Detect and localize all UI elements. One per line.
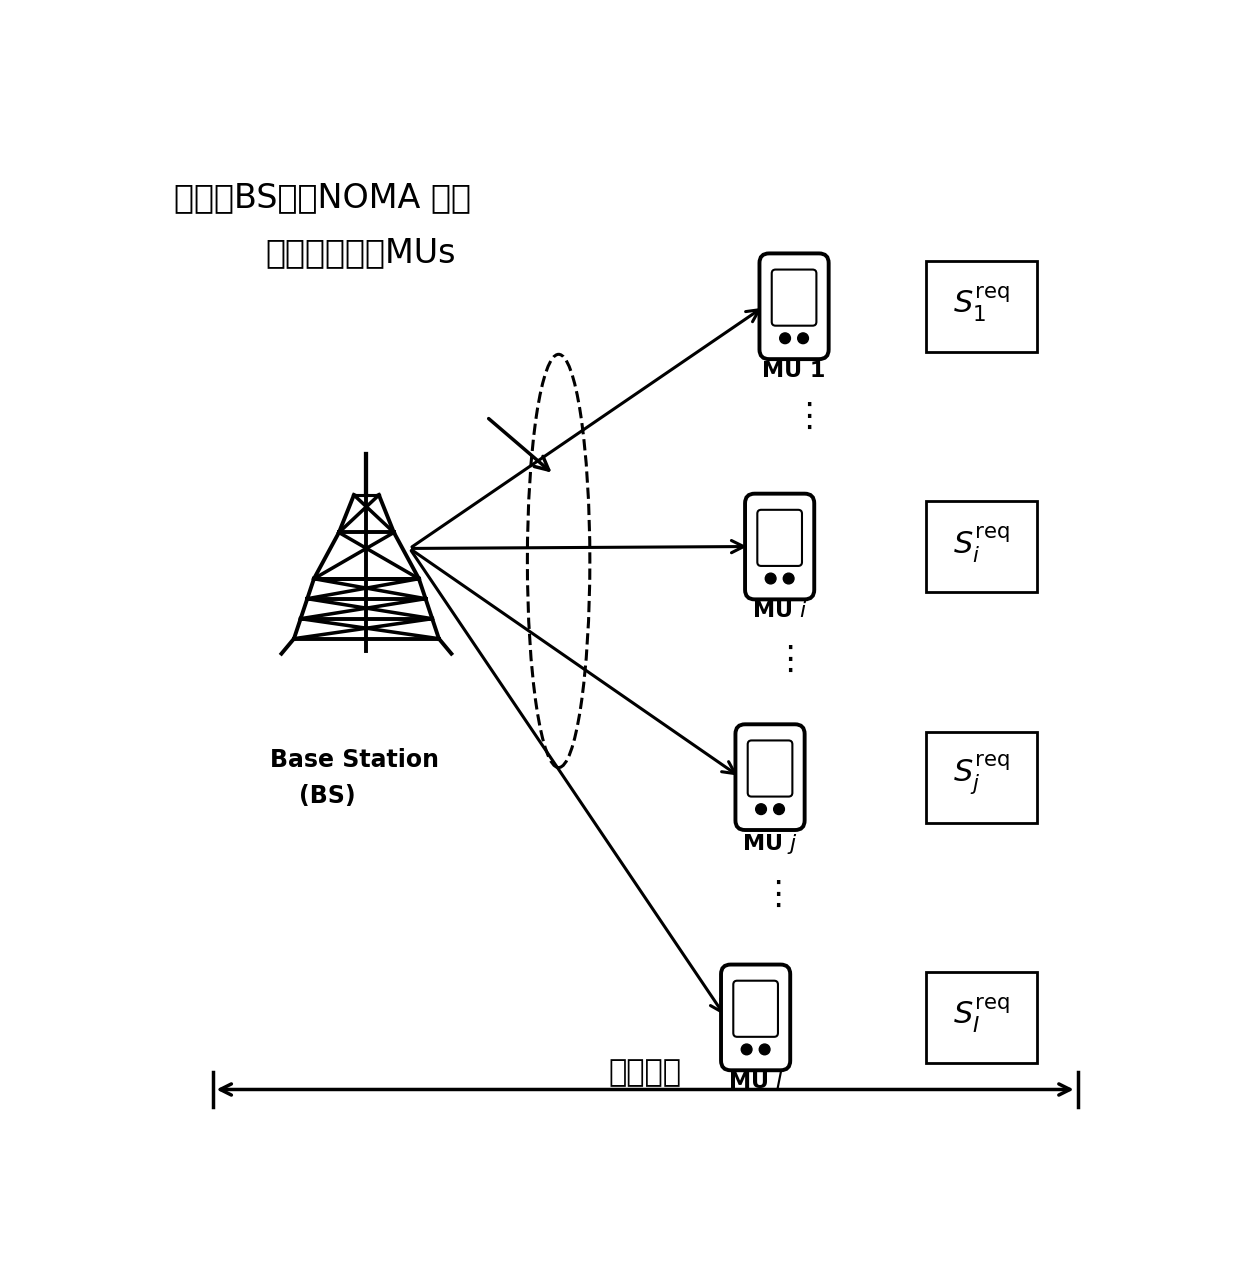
Circle shape [797,333,808,344]
Bar [926,731,1037,822]
Text: 发送数据量到MUs: 发送数据量到MUs [265,236,456,269]
Text: MU $I$: MU $I$ [728,1072,784,1092]
FancyBboxPatch shape [748,740,792,797]
FancyBboxPatch shape [758,510,802,566]
Circle shape [755,803,766,815]
Text: ⋮: ⋮ [761,878,795,911]
Text: (BS): (BS) [299,784,356,808]
Bar [926,971,1037,1063]
FancyBboxPatch shape [759,254,828,359]
Circle shape [774,803,785,815]
Text: ⋮: ⋮ [773,643,806,676]
FancyBboxPatch shape [771,269,816,326]
Text: $S_{j}^{\rm req}$: $S_{j}^{\rm req}$ [954,753,1009,797]
FancyBboxPatch shape [720,965,790,1070]
Circle shape [759,1045,770,1055]
FancyBboxPatch shape [735,724,805,830]
Text: 下行：BS使用NOMA 技术: 下行：BS使用NOMA 技术 [174,182,471,215]
Text: Base Station: Base Station [270,749,439,773]
Circle shape [784,573,794,584]
Circle shape [780,333,790,344]
Text: ⋮: ⋮ [792,400,825,433]
Bar [926,501,1037,592]
Circle shape [765,573,776,584]
Text: 传输时间: 传输时间 [609,1058,682,1087]
FancyBboxPatch shape [745,494,815,600]
Text: MU $i$: MU $i$ [751,601,807,621]
FancyBboxPatch shape [733,980,777,1037]
Text: $S_{I}^{\rm req}$: $S_{I}^{\rm req}$ [954,995,1009,1036]
Text: $S_{1}^{\rm req}$: $S_{1}^{\rm req}$ [954,284,1009,325]
Text: MU $j$: MU $j$ [742,832,799,856]
Text: MU 1: MU 1 [763,361,826,381]
Text: $S_{i}^{\rm req}$: $S_{i}^{\rm req}$ [954,524,1009,565]
Circle shape [742,1045,751,1055]
Bar [926,260,1037,352]
